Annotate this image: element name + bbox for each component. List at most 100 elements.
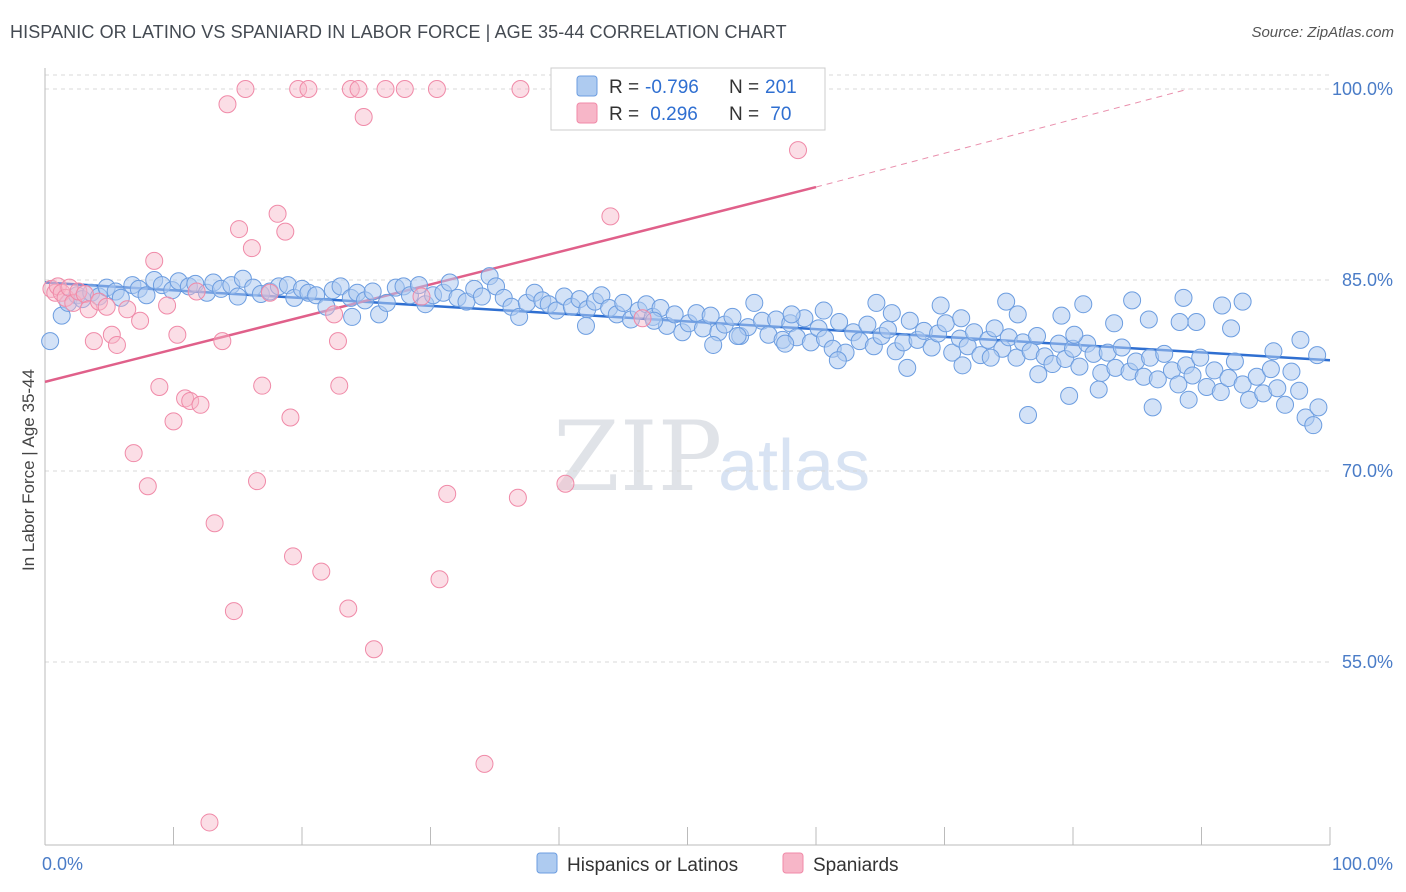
point-spaniards-36	[248, 472, 267, 491]
series-swatch-spaniards	[782, 852, 804, 874]
point-hispanics-177	[1174, 288, 1193, 307]
point-hispanics-192	[1089, 380, 1108, 399]
point-hispanics-157	[1211, 383, 1230, 402]
point-hispanics-151	[1169, 375, 1188, 394]
point-spaniards-38	[260, 283, 279, 302]
point-hispanics-166	[1276, 395, 1295, 414]
point-hispanics-165	[1268, 379, 1287, 398]
y-tick-label-55: 55.0%	[1342, 652, 1393, 672]
point-hispanics-200	[898, 358, 917, 377]
point-spaniards-52	[354, 108, 373, 127]
point-spaniards-39	[268, 204, 287, 223]
point-hispanics-199	[828, 351, 847, 370]
point-spaniards-45	[312, 562, 331, 581]
point-spaniards-31	[218, 95, 237, 114]
point-hispanics-118	[936, 314, 955, 333]
point-spaniards-16	[124, 444, 143, 463]
point-hispanics-153	[1183, 366, 1202, 385]
point-spaniards-43	[289, 80, 308, 98]
point-spaniards-22	[164, 412, 183, 431]
point-hispanics-173	[931, 296, 950, 315]
point-hispanics-198	[776, 334, 795, 353]
legend-n-label-1: N =	[729, 77, 759, 98]
series-label-spaniards: Spaniards	[813, 855, 899, 876]
point-hispanics-180	[782, 305, 801, 324]
point-hispanics-188	[1187, 313, 1206, 332]
legend-r-value-1: -0.796	[645, 77, 699, 98]
point-hispanics-174	[997, 292, 1016, 311]
point-hispanics-196	[645, 311, 664, 330]
point-hispanics-50	[440, 273, 459, 292]
point-spaniards-51	[349, 80, 368, 98]
point-hispanics-59	[510, 307, 529, 326]
point-spaniards-48	[330, 376, 349, 395]
point-hispanics-203	[1029, 365, 1048, 384]
point-hispanics-9	[111, 288, 130, 307]
point-spaniards-14	[107, 335, 126, 354]
point-hispanics-110	[878, 320, 897, 339]
point-spaniards-25	[181, 391, 200, 410]
point-hispanics-36	[331, 277, 350, 296]
point-hispanics-210	[1170, 313, 1189, 332]
point-spaniards-33	[230, 220, 249, 239]
point-spaniards-10	[84, 332, 103, 351]
point-hispanics-159	[1225, 352, 1244, 371]
point-hispanics-201	[953, 356, 972, 375]
point-spaniards-23	[168, 325, 187, 344]
point-hispanics-209	[728, 327, 747, 346]
point-hispanics-183	[952, 309, 971, 328]
point-hispanics-193	[1143, 398, 1162, 417]
x-tick-label-min: 0.0%	[42, 854, 83, 874]
point-spaniards-27	[191, 395, 210, 414]
point-hispanics-131	[1028, 327, 1047, 346]
axes	[44, 68, 1331, 846]
point-spaniards-61	[508, 488, 527, 507]
trend-line-spaniards-extension	[815, 88, 1189, 188]
point-spaniards-54	[376, 80, 395, 98]
point-hispanics-107	[858, 315, 877, 334]
point-spaniards-20	[150, 377, 169, 396]
point-spaniards-34	[236, 80, 255, 98]
point-hispanics-85	[701, 306, 720, 325]
x-tick-labels: 0.0% 100.0%	[42, 854, 1393, 874]
point-hispanics-171	[1309, 398, 1328, 417]
series-legend: Hispanics or Latinos Spaniards	[536, 852, 899, 876]
point-hispanics-202	[981, 348, 1000, 367]
point-hispanics-162	[1247, 367, 1266, 386]
point-hispanics-0	[41, 332, 60, 351]
point-hispanics-189	[1222, 319, 1241, 338]
point-hispanics-80	[665, 305, 684, 324]
point-spaniards-41	[281, 408, 300, 427]
point-spaniards-59	[438, 484, 457, 503]
watermark-zip: ZIP	[553, 401, 722, 513]
point-spaniards-58	[430, 570, 449, 589]
point-hispanics-137	[1070, 357, 1089, 376]
point-hispanics-172	[867, 293, 886, 312]
point-spaniards-69	[633, 309, 652, 328]
trend-line-spaniards	[44, 185, 817, 384]
point-spaniards-37	[253, 376, 272, 395]
point-hispanics-182	[882, 304, 901, 323]
legend-swatch-blue	[576, 75, 598, 97]
point-spaniards-68	[789, 141, 808, 160]
point-hispanics-205	[1264, 342, 1283, 361]
series-swatch-hispanics	[536, 852, 558, 874]
point-spaniards-28	[200, 813, 219, 832]
y-tick-label-70: 70.0%	[1342, 461, 1393, 481]
point-spaniards-17	[131, 311, 150, 330]
y-tick-label-85: 85.0%	[1342, 270, 1393, 290]
point-spaniards-18	[138, 477, 157, 496]
x-tick-label-max: 100.0%	[1332, 854, 1393, 874]
point-hispanics-197	[704, 335, 723, 354]
legend-swatch-pink	[576, 102, 598, 124]
point-hispanics-176	[1123, 291, 1142, 310]
point-hispanics-143	[1112, 338, 1131, 357]
point-spaniards-64	[601, 207, 620, 226]
series-label-hispanics: Hispanics or Latinos	[567, 855, 738, 876]
point-spaniards-35	[242, 239, 261, 258]
point-spaniards-32	[224, 602, 243, 621]
point-spaniards-12	[97, 297, 116, 316]
point-hispanics-33	[307, 286, 326, 305]
point-spaniards-15	[118, 300, 137, 319]
point-spaniards-44	[299, 80, 318, 98]
